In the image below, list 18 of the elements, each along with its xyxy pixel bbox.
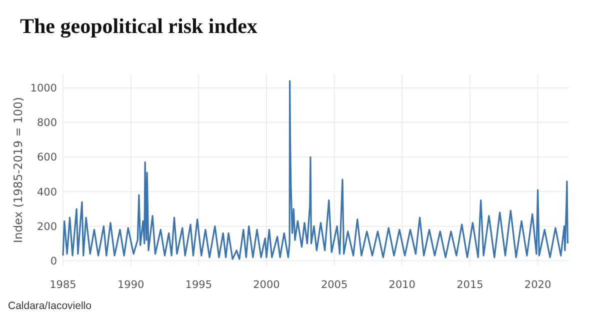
x-tick-label: 1995 — [185, 279, 212, 291]
y-tick-label: 1000 — [30, 82, 57, 95]
y-tick-label: 400 — [36, 186, 57, 198]
x-tick-label: 2000 — [253, 279, 280, 291]
x-tick-label: 1985 — [50, 279, 76, 291]
y-tick-label: 200 — [36, 220, 57, 233]
x-tick-label: 2020 — [524, 279, 552, 291]
text: Caldara/Iacoviello — [8, 300, 92, 312]
y-tick-label: 800 — [36, 117, 57, 130]
chart-title: The geopolitical risk index — [20, 14, 258, 38]
y-tick-label: 0 — [50, 255, 57, 268]
x-tick-label: 2005 — [320, 279, 348, 291]
y-tick-label: 600 — [36, 152, 57, 164]
x-tick-label: 1990 — [117, 279, 144, 291]
line-series — [62, 80, 568, 260]
x-tick-label: 2010 — [388, 279, 416, 291]
x-tick-label: 2015 — [456, 279, 484, 291]
y-axis-title: Index (1985-2019 = 100) — [11, 97, 25, 243]
